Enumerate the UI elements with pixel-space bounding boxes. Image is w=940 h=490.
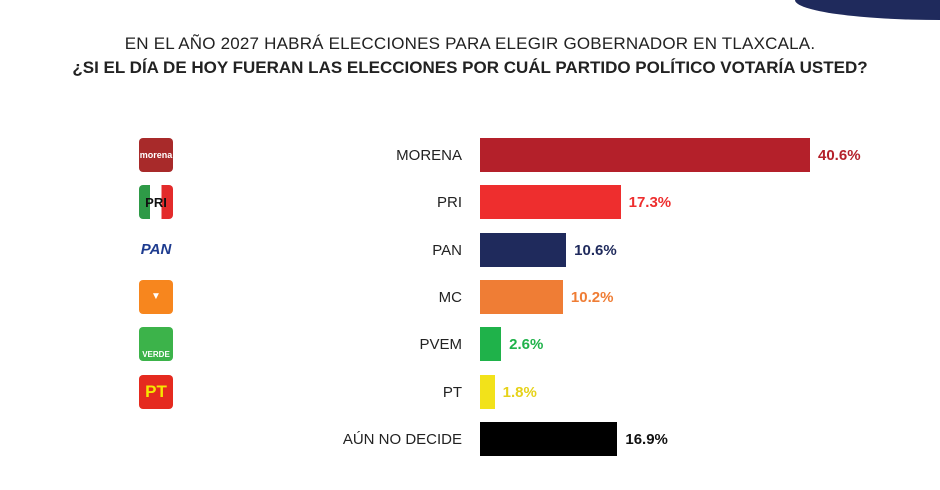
category-label: PAN <box>432 241 462 259</box>
category-label: PRI <box>436 194 462 212</box>
bar-pri <box>480 185 621 220</box>
party-logo-verde: VERDE <box>139 327 173 362</box>
value-label: 1.8% <box>502 383 537 401</box>
category-label: MC <box>438 288 462 306</box>
category-label: PVEM <box>419 336 462 354</box>
value-label: 16.9% <box>625 430 668 448</box>
value-label: 17.3% <box>628 194 672 212</box>
party-logo-pan: PAN <box>139 232 173 267</box>
chart-title: EN EL AÑO 2027 HABRÁ ELECCIONES PARA ELE… <box>124 34 816 53</box>
value-label: 10.6% <box>574 241 617 259</box>
category-label: PT <box>442 383 462 401</box>
chart-subtitle: ¿SI EL DÍA DE HOY FUERAN LAS ELECCIONES … <box>72 58 868 77</box>
bar-pvem <box>480 327 502 362</box>
bar-morena <box>480 138 810 172</box>
decorative-header-shape <box>795 0 940 20</box>
bar-pt <box>480 374 495 409</box>
category-label: AÚN NO DECIDE <box>342 430 462 448</box>
category-label: MORENA <box>396 147 462 164</box>
bar-mc <box>480 279 563 314</box>
value-label: 10.2% <box>570 288 614 306</box>
party-logo-mc: ▼ <box>139 279 173 314</box>
value-label: 2.6% <box>509 336 544 354</box>
party-logo-pt: PT <box>139 374 173 409</box>
party-logo-morena: morena <box>139 138 173 172</box>
party-logo-pri: PRI <box>139 185 173 220</box>
bar-pan <box>480 232 567 267</box>
value-label: 40.6% <box>818 147 861 164</box>
bar-aún-no-decide <box>480 421 618 456</box>
